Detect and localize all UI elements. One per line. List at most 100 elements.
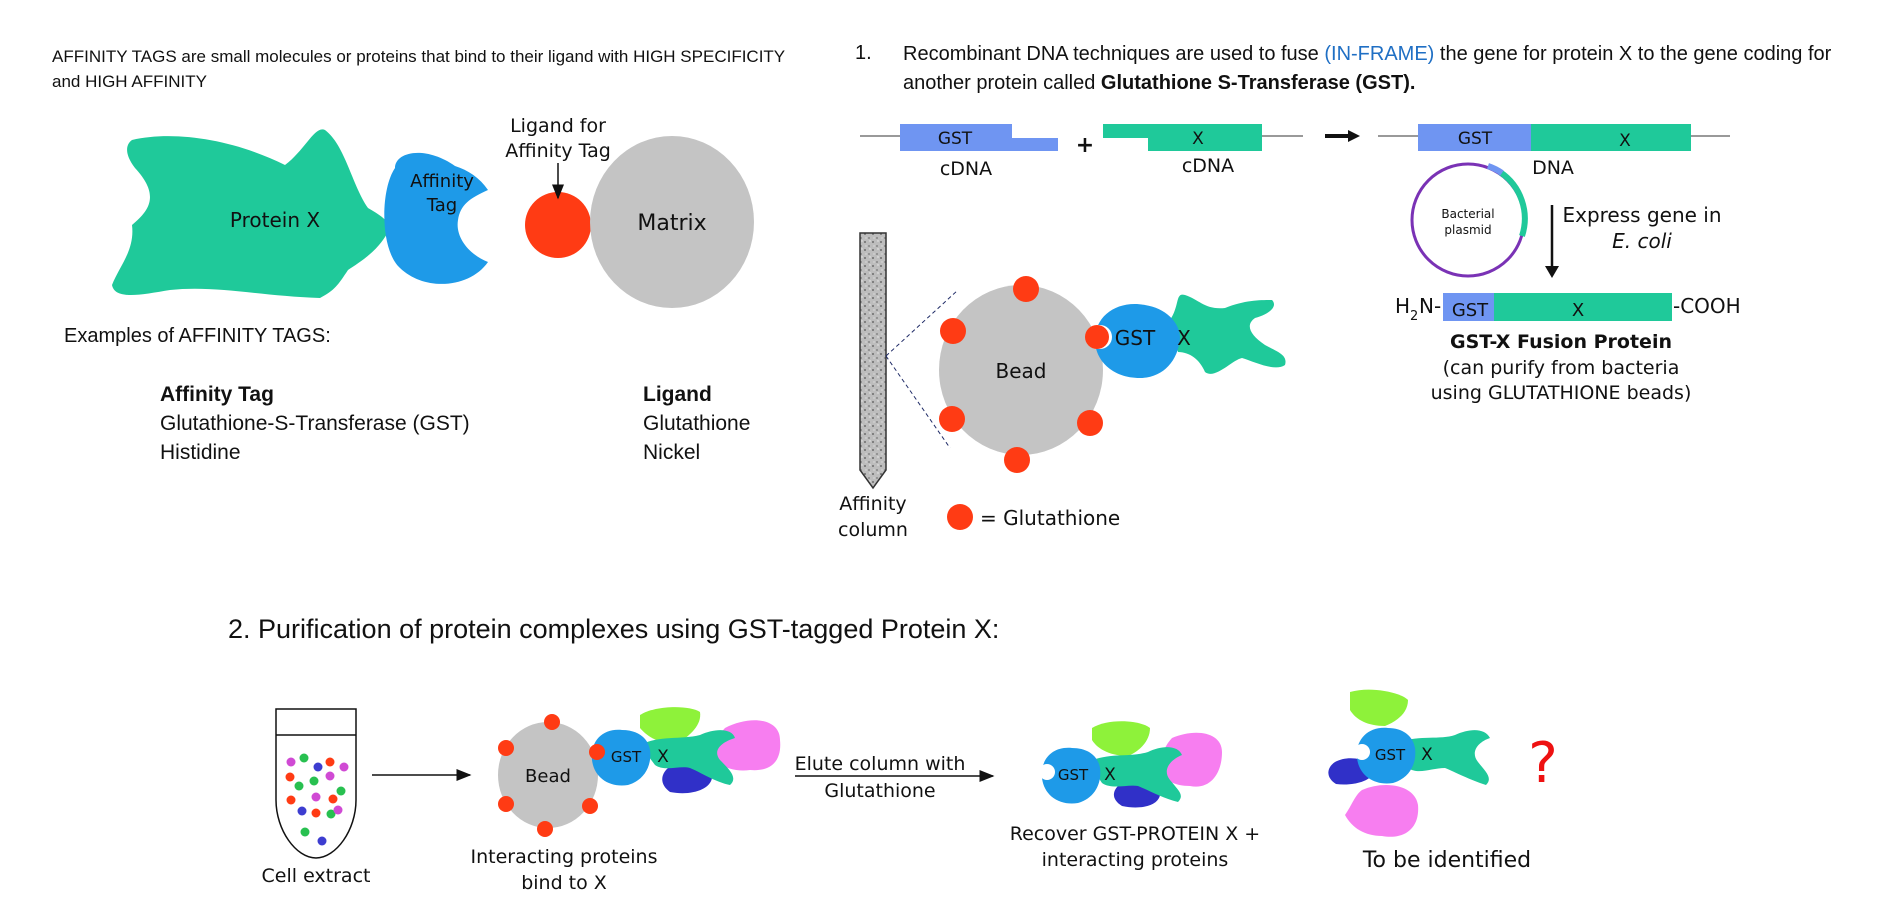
fused-x-label: X [1619,131,1631,151]
bead-label: Bead [996,359,1047,383]
step2-bead-label: Bead [525,766,571,787]
ligand-label-2: Affinity Tag [505,140,611,162]
plus-sign: + [1076,133,1094,158]
separated-gst-label: GST [1375,746,1406,764]
cdna-label-1: cDNA [940,158,992,180]
ligand-row-2: Nickel [643,441,701,464]
separated-proteins [1328,689,1490,837]
ligand-column: Ligand Glutathione Nickel [643,380,750,467]
step1-text-a: Recombinant DNA techniques are used to f… [903,43,1325,65]
fusion-x-bar [1494,293,1672,321]
fusion-title: GST-X Fusion Protein [1450,331,1672,353]
bound-x-label: X [1177,326,1191,350]
step1-text: Recombinant DNA techniques are used to f… [903,40,1893,98]
step1-text-b: the gene for protein X to the gene codin… [903,43,1832,94]
ligand-label-1: Ligand for [510,115,606,137]
gst-x-green [1170,294,1286,374]
bound-gst-label: GST [1115,326,1156,350]
affinity-tag-label-2: Tag [426,195,457,216]
plasmid-insert [1498,169,1528,237]
fusion-gst-label: GST [1452,300,1489,321]
identified-label: To be identified [1362,848,1531,873]
glutathione-dot [1077,410,1103,436]
cell-extract-label: Cell extract [262,865,371,887]
step2-x-label: X [657,747,669,767]
tag-row-2: Histidine [160,441,241,464]
examples-heading: Examples of AFFINITY TAGS: [64,325,331,347]
elute-label-2: Glutathione [824,780,935,802]
glutathione-dot [1013,276,1039,302]
column-label-1: Affinity [839,493,906,515]
legend-glutathione-dot [947,504,973,530]
x-cdna-label: X [1192,129,1204,149]
step2-glutathione-dot [544,714,560,730]
plasmid-label-2: plasmid [1444,223,1491,237]
bead-shape [939,285,1103,455]
affinity-column [859,232,887,490]
express-label-1: Express gene in [1562,203,1721,227]
step2-gst-label: GST [611,748,642,766]
interacting-label-2: bind to X [521,872,607,894]
complex-on-bead [589,707,781,794]
step2-glutathione-dot [498,796,514,812]
recovered-complex [1039,721,1222,808]
bound-glutathione-dot [1085,325,1109,349]
fusion-cooh: -COOH [1673,294,1741,318]
zoom-line-bottom [885,355,951,449]
affinity-tag-header: Affinity Tag [160,383,274,406]
zoom-line-top [885,289,959,357]
fusion-desc-1: (can purify from bacteria [1443,357,1680,379]
ligand-dot [525,192,591,258]
matrix-shape [590,136,754,308]
recovered-gst-label: GST [1058,766,1089,784]
step2-glutathione-dot [537,821,553,837]
fusion-desc-2: using GLUTATHIONE beads) [1431,382,1692,404]
protein-x-shape [112,129,390,298]
ligand-row-1: Glutathione [643,412,751,435]
gst-cdna-label: GST [938,129,973,149]
fused-gst-label: GST [1458,129,1493,149]
fusion-h: H [1395,294,1410,318]
express-label-2: E. coli [1612,229,1672,253]
recover-label-1: Recover GST-PROTEIN X + [1010,823,1260,845]
cdna-label-2: cDNA [1182,155,1234,177]
express-arrowhead [1545,266,1559,278]
step1-number: 1. [855,42,872,64]
dna-label: DNA [1532,157,1574,179]
affinity-tag-shape [384,152,488,284]
separated-x-label: X [1421,745,1433,765]
fused-x-bar [1531,124,1691,151]
matrix-label: Matrix [637,211,706,236]
step2-glutathione-dot [582,798,598,814]
step2-title: 2. Purification of protein complexes usi… [228,614,1000,644]
column-label-2: column [838,519,908,541]
plasmid-label-1: Bacterial [1441,207,1494,221]
fusion-sub: 2 [1410,309,1418,324]
legend-label: = Glutathione [980,506,1120,530]
ligand-header: Ligand [643,383,712,406]
extract-particles [285,753,349,846]
tag-row-1: Glutathione-S-Transferase (GST) [160,412,470,435]
x-cdna-bar [1103,124,1262,151]
glutathione-dot [939,406,965,432]
glutathione-dot [940,318,966,344]
fused-gst-bar [1418,124,1536,151]
protein-x-label: Protein X [230,208,320,232]
question-mark: ? [1528,731,1558,796]
step2-glutathione-dot [498,740,514,756]
fuse-arrowhead [1348,130,1360,142]
fusion-x-label: X [1572,300,1584,321]
fusion-n: N- [1419,294,1441,318]
gst-tag-shape [1095,304,1180,378]
intro-text: AFFINITY TAGS are small molecules or pro… [52,47,785,91]
step2-bead [498,722,598,828]
affinity-tag-label-1: Affinity [410,171,474,192]
interacting-label-1: Interacting proteins [471,846,658,868]
recover-label-2: interacting proteins [1042,849,1229,871]
tag-column: LigandAffinity Tag Glutathione-S-Transfe… [160,380,470,467]
elute-label-1: Elute column with [795,753,966,775]
fusion-gst-bar [1443,293,1498,321]
plasmid-gst-insert [1486,163,1504,176]
step1-in-frame: (IN-FRAME) [1324,43,1435,65]
